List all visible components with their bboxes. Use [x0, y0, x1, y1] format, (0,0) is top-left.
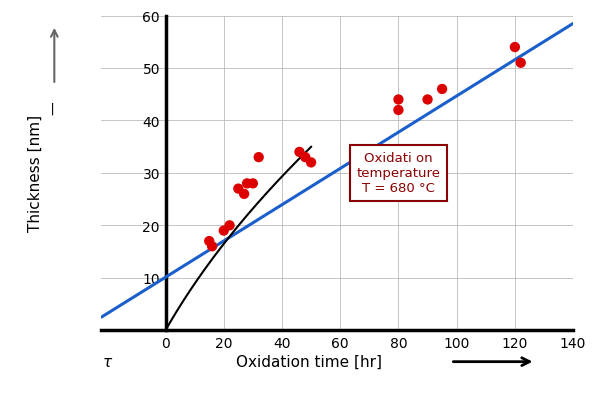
Point	[438, 86, 447, 93]
Point	[204, 238, 214, 245]
Text: —: —	[47, 101, 61, 115]
Point	[306, 160, 316, 166]
Text: Oxidation time [hr]: Oxidation time [hr]	[236, 354, 382, 369]
Point	[248, 180, 258, 187]
Point	[295, 149, 304, 156]
Point	[300, 154, 310, 161]
Point	[207, 243, 217, 250]
Point	[510, 45, 519, 51]
Point	[225, 223, 235, 229]
Point	[239, 191, 249, 198]
Point	[254, 154, 263, 161]
Text: τ: τ	[103, 354, 112, 369]
Point	[516, 60, 525, 67]
Point	[233, 186, 243, 192]
Point	[393, 107, 403, 114]
Point	[393, 97, 403, 104]
Text: Thickness [nm]: Thickness [nm]	[28, 115, 43, 232]
Text: Oxidati on
temperature
T = 680 °C: Oxidati on temperature T = 680 °C	[356, 152, 441, 195]
Point	[242, 180, 252, 187]
Point	[423, 97, 432, 104]
Point	[219, 228, 229, 234]
